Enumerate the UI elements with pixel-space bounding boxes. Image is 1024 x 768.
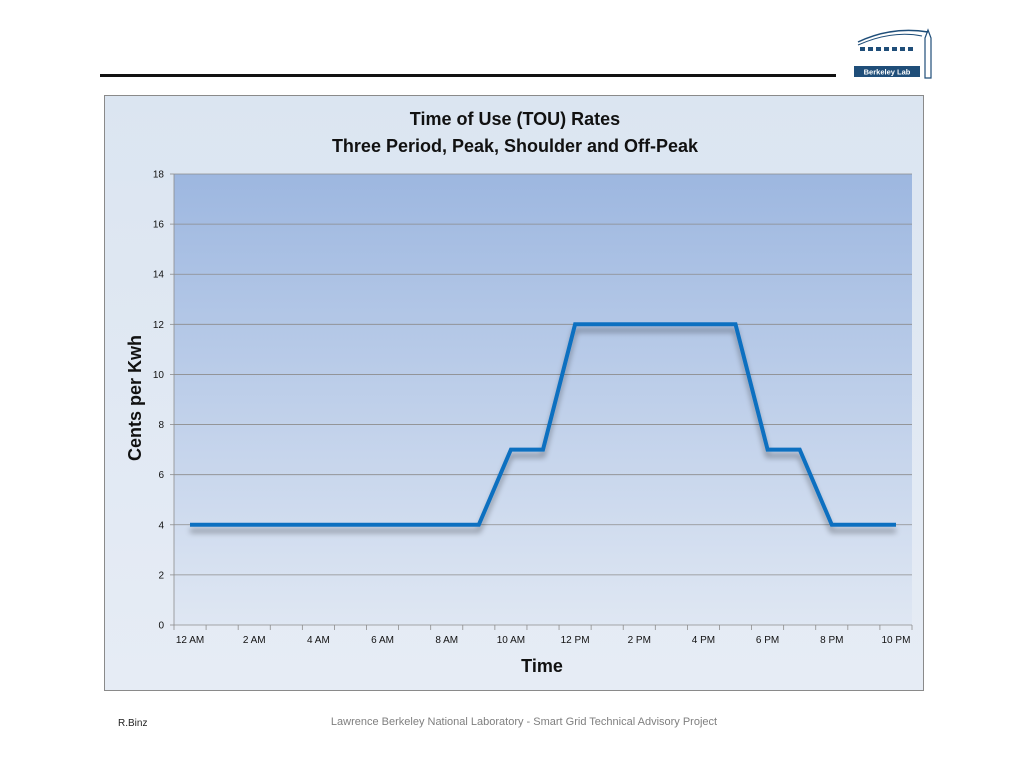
x-tick-label: 8 AM [435, 635, 458, 646]
y-tick-label: 8 [158, 420, 164, 431]
x-tick-label: 2 PM [628, 635, 651, 646]
logo-mark-icon: Berkeley Lab [854, 28, 932, 79]
x-tick-label: 12 PM [561, 635, 590, 646]
x-tick-label: 10 PM [882, 635, 911, 646]
y-axis-title: Cents per Kwh [125, 335, 145, 461]
y-tick-label: 0 [158, 621, 164, 632]
y-tick-label: 6 [158, 470, 164, 481]
x-tick-label: 12 AM [176, 635, 204, 646]
logo-text: Berkeley Lab [864, 68, 911, 77]
chart-frame: Time of Use (TOU) Rates Three Period, Pe… [104, 95, 924, 691]
x-tick-label: 6 PM [756, 635, 779, 646]
berkeley-lab-logo: Berkeley Lab [852, 20, 944, 82]
y-tick-label: 10 [153, 370, 165, 381]
x-tick-label: 4 PM [692, 635, 715, 646]
y-tick-label: 18 [153, 170, 165, 181]
footer-caption: Lawrence Berkeley National Laboratory - … [330, 716, 718, 728]
x-tick-label: 2 AM [243, 635, 266, 646]
x-tick-label: 4 AM [307, 635, 330, 646]
x-tick-label: 6 AM [371, 635, 394, 646]
author-credit: R.Binz [118, 718, 148, 729]
tou-rate-chart: Time of Use (TOU) Rates Three Period, Pe… [125, 109, 913, 676]
y-tick-label: 12 [153, 320, 165, 331]
x-tick-label: 10 AM [497, 635, 525, 646]
y-tick-label: 2 [158, 570, 164, 581]
chart-title-line-2: Three Period, Peak, Shoulder and Off-Pea… [332, 136, 699, 156]
plot-area [174, 174, 912, 625]
y-tick-label: 4 [158, 520, 164, 531]
y-tick-label: 16 [153, 220, 165, 231]
header-rule [100, 74, 836, 77]
y-tick-label: 14 [153, 270, 165, 281]
x-tick-label: 8 PM [820, 635, 843, 646]
chart-title-line-1: Time of Use (TOU) Rates [410, 109, 620, 129]
x-axis-title: Time [521, 656, 563, 676]
